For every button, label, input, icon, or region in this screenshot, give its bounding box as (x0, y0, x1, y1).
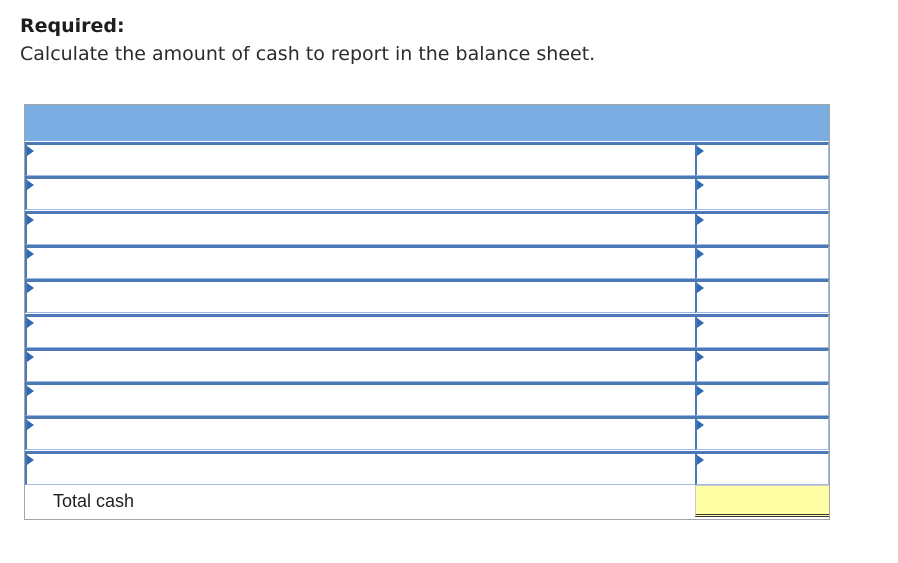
dropdown-marker-icon (697, 318, 704, 328)
entry-row (25, 176, 829, 210)
entry-label-input[interactable] (33, 456, 689, 480)
entry-amount-input[interactable] (703, 181, 822, 205)
dropdown-marker-icon (697, 455, 704, 465)
entry-amount-input[interactable] (703, 353, 822, 377)
entry-amount-cell[interactable] (695, 382, 829, 416)
entry-label-input[interactable] (33, 250, 689, 274)
dropdown-marker-icon (27, 180, 34, 190)
total-cash-amount-cell[interactable] (695, 485, 829, 517)
dropdown-marker-icon (697, 215, 704, 225)
entry-label-input[interactable] (33, 181, 689, 205)
dropdown-marker-icon (697, 249, 704, 259)
entry-row (25, 279, 829, 313)
entry-amount-input[interactable] (703, 421, 822, 445)
total-cash-label: Total cash (53, 491, 135, 511)
dropdown-marker-icon (27, 283, 34, 293)
entry-label-input[interactable] (33, 147, 689, 171)
entry-label-cell[interactable] (25, 211, 696, 245)
entry-amount-input[interactable] (703, 250, 822, 274)
dropdown-marker-icon (27, 420, 34, 430)
dropdown-marker-icon (27, 146, 34, 156)
dropdown-marker-icon (27, 318, 34, 328)
entry-label-input[interactable] (33, 387, 689, 411)
entry-row (25, 348, 829, 382)
dropdown-marker-icon (697, 180, 704, 190)
dropdown-marker-icon (27, 215, 34, 225)
entry-label-input[interactable] (33, 216, 689, 240)
entry-row (25, 416, 829, 450)
entry-label-cell[interactable] (25, 416, 696, 450)
entry-label-cell[interactable] (25, 176, 696, 210)
question-instruction: Calculate the amount of cash to report i… (20, 43, 596, 65)
entry-label-cell[interactable] (25, 382, 696, 416)
question-heading: Required: (20, 15, 125, 37)
entry-label-cell[interactable] (25, 142, 696, 176)
entry-label-cell[interactable] (25, 279, 696, 313)
entry-row (25, 382, 829, 416)
entry-row (25, 211, 829, 245)
cash-worksheet: Total cash (24, 104, 830, 520)
entry-label-cell[interactable] (25, 348, 696, 382)
entry-row (25, 245, 829, 279)
total-cash-row: Total cash (25, 481, 829, 519)
entry-label-input[interactable] (33, 421, 689, 445)
entry-amount-cell[interactable] (695, 279, 829, 313)
entry-amount-input[interactable] (703, 319, 822, 343)
worksheet-header-bar (25, 105, 829, 141)
entry-label-input[interactable] (33, 353, 689, 377)
dropdown-marker-icon (697, 352, 704, 362)
entry-amount-cell[interactable] (695, 416, 829, 450)
entry-label-cell[interactable] (25, 314, 696, 348)
entry-label-input[interactable] (33, 319, 689, 343)
entry-amount-cell[interactable] (695, 451, 829, 485)
entry-amount-input[interactable] (703, 216, 822, 240)
dropdown-marker-icon (27, 455, 34, 465)
dropdown-marker-icon (697, 283, 704, 293)
entry-amount-cell[interactable] (695, 314, 829, 348)
entry-amount-input[interactable] (703, 387, 822, 411)
total-cash-amount-input[interactable] (702, 489, 823, 511)
entry-label-input[interactable] (33, 284, 689, 308)
entry-amount-cell[interactable] (695, 176, 829, 210)
dropdown-marker-icon (27, 386, 34, 396)
entry-amount-cell[interactable] (695, 245, 829, 279)
entry-amount-input[interactable] (703, 456, 822, 480)
entry-label-cell[interactable] (25, 245, 696, 279)
entry-amount-cell[interactable] (695, 348, 829, 382)
entry-label-cell[interactable] (25, 451, 696, 485)
dropdown-marker-icon (697, 146, 704, 156)
entry-amount-cell[interactable] (695, 211, 829, 245)
dropdown-marker-icon (27, 352, 34, 362)
dropdown-marker-icon (697, 420, 704, 430)
entry-amount-input[interactable] (703, 147, 822, 171)
entry-row (25, 451, 829, 485)
dropdown-marker-icon (27, 249, 34, 259)
entry-row (25, 314, 829, 348)
entry-amount-input[interactable] (703, 284, 822, 308)
entry-row (25, 142, 829, 176)
dropdown-marker-icon (697, 386, 704, 396)
entry-amount-cell[interactable] (695, 142, 829, 176)
